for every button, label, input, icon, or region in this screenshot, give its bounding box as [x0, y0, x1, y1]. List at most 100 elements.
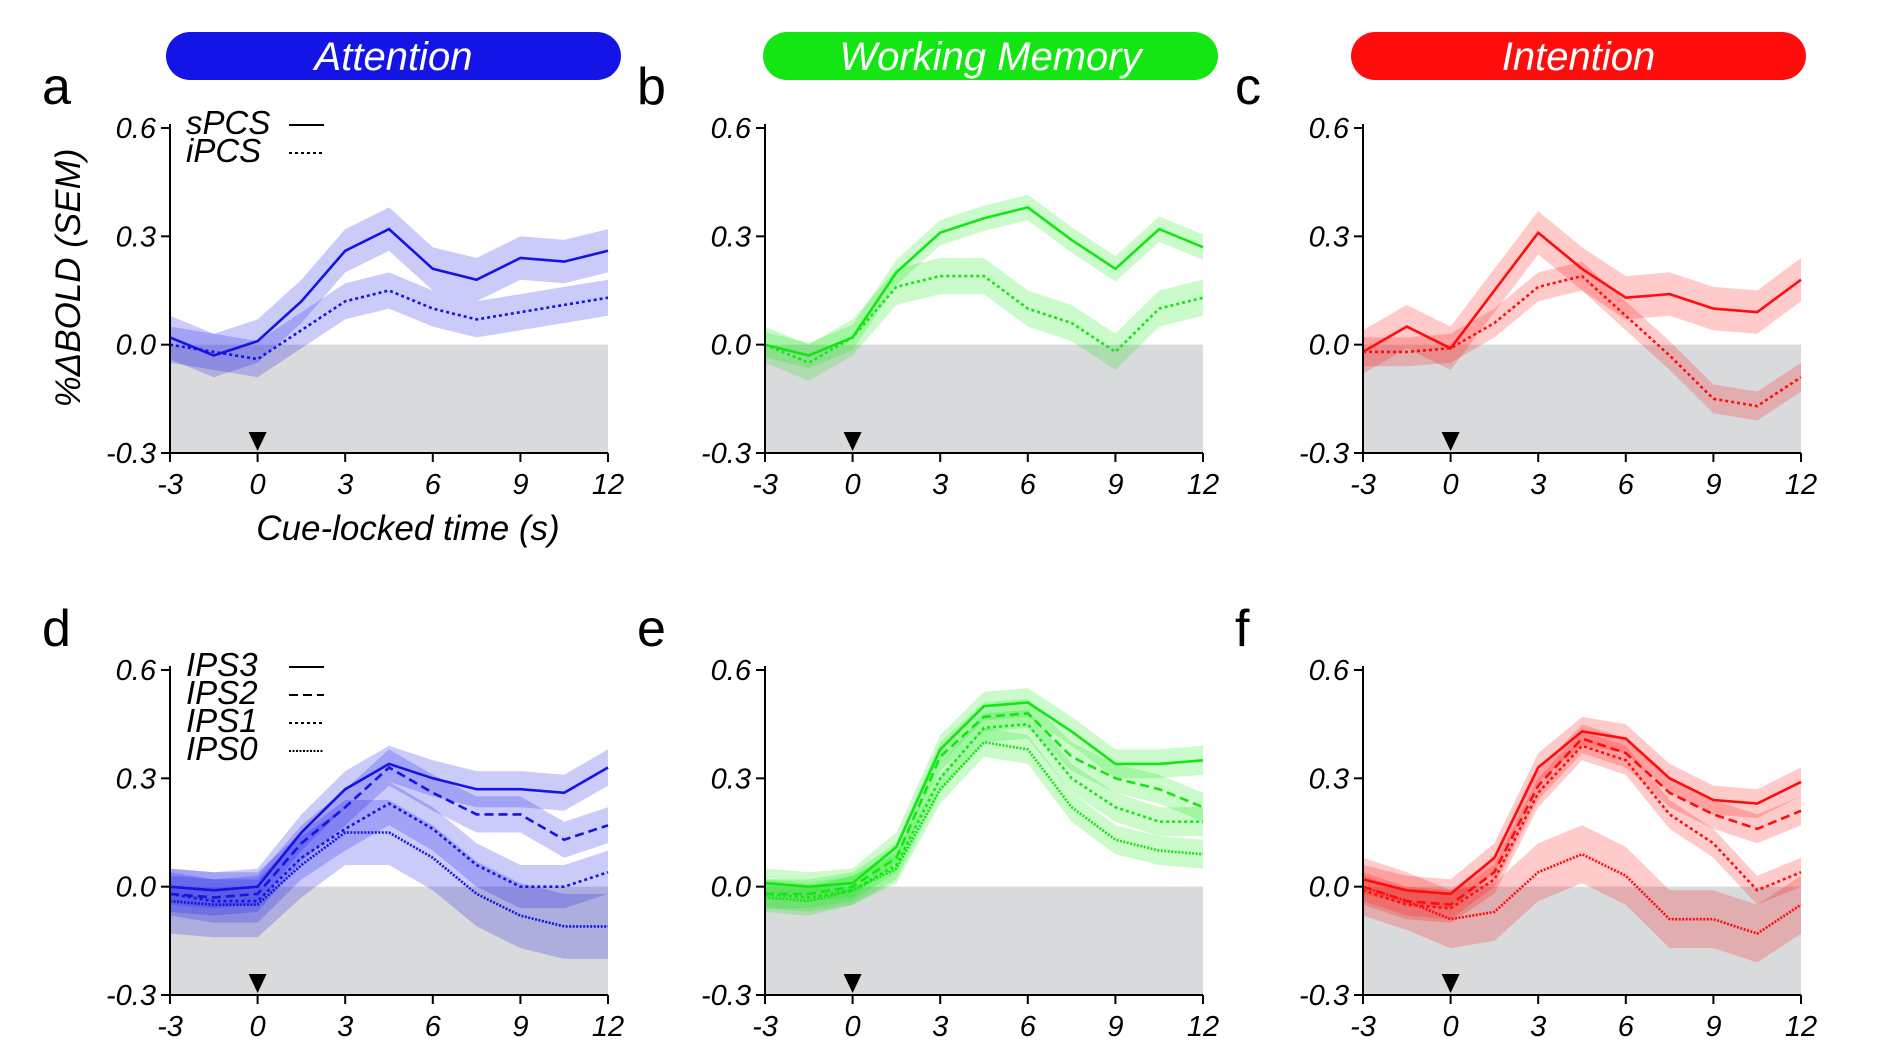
sem-band-IPS2 — [1363, 724, 1801, 920]
y-tick-label: 0.3 — [711, 763, 751, 795]
sem-band-IPS0 — [170, 800, 608, 959]
y-tick-label: 0.0 — [116, 872, 156, 904]
y-tick-label: -0.3 — [106, 438, 156, 470]
x-tick-label: 9 — [1705, 1011, 1721, 1043]
x-tick-label: -3 — [752, 1011, 778, 1043]
x-axis-title: Cue-locked time (s) — [256, 509, 559, 548]
y-tick-label: 0.6 — [711, 655, 752, 687]
series-line-IPS2 — [765, 711, 1204, 896]
y-tick-label: -0.3 — [701, 980, 751, 1012]
column-header-2: Working Memory — [763, 32, 1218, 80]
x-tick-label: -3 — [752, 469, 778, 501]
sem-band-IPS0 — [765, 727, 1203, 916]
y-tick-label: -0.3 — [1299, 980, 1349, 1012]
x-tick-label: 9 — [512, 1011, 528, 1043]
x-tick-label: 0 — [1443, 469, 1459, 501]
y-tick-label: 0.0 — [1309, 872, 1349, 904]
sem-band-IPS3 — [170, 745, 608, 909]
x-tick-label: 6 — [1618, 1011, 1635, 1043]
column-header-pill — [166, 32, 621, 80]
series-line-IPS2 — [169, 765, 609, 899]
x-tick-label: 12 — [592, 1011, 624, 1043]
y-tick-label: 0.3 — [116, 763, 156, 795]
column-header-pill — [763, 32, 1218, 80]
series-line-IPS3 — [1362, 730, 1802, 896]
series-line-iPCS — [1363, 274, 1802, 408]
x-tick-label: 0 — [845, 469, 861, 501]
series-line-sPCS — [764, 205, 1204, 357]
cue-onset-marker — [1441, 432, 1460, 451]
sem-band-iPCS — [765, 258, 1203, 381]
series-line-IPS0 — [1362, 852, 1802, 936]
series-line-IPS2 — [1362, 737, 1802, 907]
x-tick-label: 12 — [1187, 1011, 1219, 1043]
sem-band-sPCS — [170, 207, 608, 378]
series-line-IPS1 — [169, 802, 609, 903]
negative-region — [765, 886, 1203, 995]
legend-label: iPCS — [186, 132, 261, 169]
series-line-iPCS — [764, 274, 1204, 365]
x-tick-label: 3 — [337, 469, 353, 501]
x-tick-label: 0 — [250, 469, 266, 501]
cue-onset-marker — [248, 974, 267, 993]
panel-letter: e — [637, 600, 666, 658]
y-tick-label: 0.6 — [1309, 113, 1350, 145]
series-line-IPS0 — [169, 831, 608, 928]
column-header-label: Attention — [313, 35, 473, 79]
negative-region — [765, 344, 1203, 453]
y-tick-label: 0.3 — [1309, 221, 1349, 253]
x-tick-label: 12 — [592, 469, 624, 501]
x-tick-label: 6 — [1020, 469, 1037, 501]
x-tick-label: 12 — [1785, 469, 1817, 501]
y-tick-label: 0.0 — [116, 330, 156, 362]
legend-label: sPCS — [186, 104, 270, 141]
y-tick-label: 0.3 — [116, 221, 156, 253]
panel-letter: b — [637, 58, 666, 116]
x-tick-label: -3 — [157, 1011, 183, 1043]
y-tick-label: 0.3 — [1309, 763, 1349, 795]
sem-band-iPCS — [1363, 261, 1801, 421]
x-tick-label: 3 — [1530, 469, 1546, 501]
negative-region — [170, 886, 608, 995]
sem-band-IPS1 — [765, 709, 1203, 912]
y-tick-label: 0.3 — [711, 221, 751, 253]
column-header-1: Attention — [166, 32, 621, 80]
panel-b: -0.3 0.0 0.3 0.6 -3 0 3 6 9 12 b — [637, 58, 1219, 501]
y-tick-label: 0.6 — [711, 113, 752, 145]
series-line-IPS1 — [1362, 744, 1802, 910]
panel-e: -0.3 0.0 0.3 0.6 -3 0 3 6 9 12 e — [637, 600, 1219, 1043]
negative-region — [1363, 344, 1801, 453]
column-headers: Attention Working Memory Intention — [166, 32, 1806, 80]
legend-label: IPS1 — [186, 702, 258, 739]
sem-band-IPS3 — [765, 688, 1203, 902]
series-line-IPS0 — [764, 740, 1204, 903]
column-header-label: Working Memory — [839, 35, 1144, 79]
sem-band-sPCS — [1363, 211, 1801, 374]
cue-onset-marker — [1441, 974, 1460, 993]
x-tick-label: 3 — [337, 1011, 353, 1043]
x-tick-label: 3 — [932, 1011, 948, 1043]
y-tick-label: 0.6 — [116, 655, 157, 687]
sem-band-IPS1 — [170, 781, 608, 923]
legend-label: IPS2 — [186, 674, 258, 711]
cue-onset-marker — [843, 432, 862, 451]
sem-band-iPCS — [170, 272, 608, 378]
panel-letter: a — [42, 58, 71, 116]
cue-onset-marker — [843, 974, 862, 993]
legend-label: IPS3 — [186, 646, 258, 683]
x-tick-label: 3 — [932, 469, 948, 501]
x-tick-label: 9 — [1107, 469, 1123, 501]
series-line-sPCS — [1362, 230, 1802, 354]
sem-band-IPS0 — [1363, 825, 1801, 963]
x-tick-label: 0 — [1443, 1011, 1459, 1043]
panel-f: -0.3 0.0 0.3 0.6 -3 0 3 6 9 12 f — [1235, 600, 1817, 1043]
x-tick-label: 6 — [1020, 1011, 1037, 1043]
x-tick-label: 0 — [250, 1011, 266, 1043]
x-tick-label: 9 — [1107, 1011, 1123, 1043]
column-header-label: Intention — [1502, 35, 1655, 79]
y-tick-label: 0.0 — [1309, 330, 1349, 362]
y-axis-title: %ΔBOLD (SEM) — [49, 149, 88, 408]
